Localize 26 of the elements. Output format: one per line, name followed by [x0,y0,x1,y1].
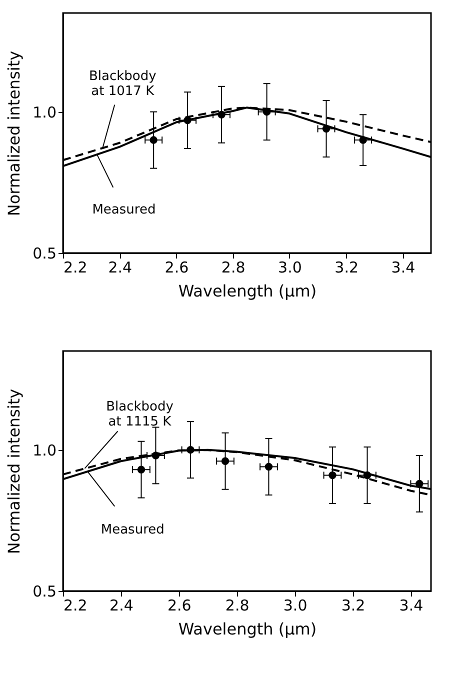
x-axis-title: Wavelength (μm) [178,282,317,300]
x-tick-label: 3.2 [341,596,366,614]
x-tick-label: 2.4 [110,596,134,614]
x-tick-label: 2.6 [167,596,192,614]
y-tick-label: 1.0 [32,103,56,122]
y-axis-title: Normalized intensity [4,388,24,554]
x-tick-label: 2.8 [225,596,250,614]
annotation: Blackbody at 1115 K [106,399,174,430]
x-tick-label: 3.4 [399,596,424,614]
x-tick-label: 3.4 [391,258,416,276]
annotation: Measured [100,522,164,538]
x-tick-label: 3.0 [278,258,302,276]
x-tick-label: 2.4 [108,258,132,276]
x-tick-label: 2.8 [221,258,246,276]
x-tick-label: 2.6 [164,258,189,276]
annotation: Blackbody at 1017 K [88,68,157,99]
x-tick-label: 2.2 [64,596,88,614]
x-tick-label: 3.0 [283,596,308,614]
x-axis-title: Wavelength (μm) [178,620,317,638]
x-tick-label: 3.2 [334,258,359,276]
annotation: Measured [92,202,156,218]
x-tick-label: 2.2 [64,258,88,276]
y-tick-label: 1.0 [32,441,56,460]
y-tick-label: 0.5 [32,244,56,262]
y-axis-title: Normalized intensity [4,50,24,216]
y-tick-label: 0.5 [32,582,56,600]
